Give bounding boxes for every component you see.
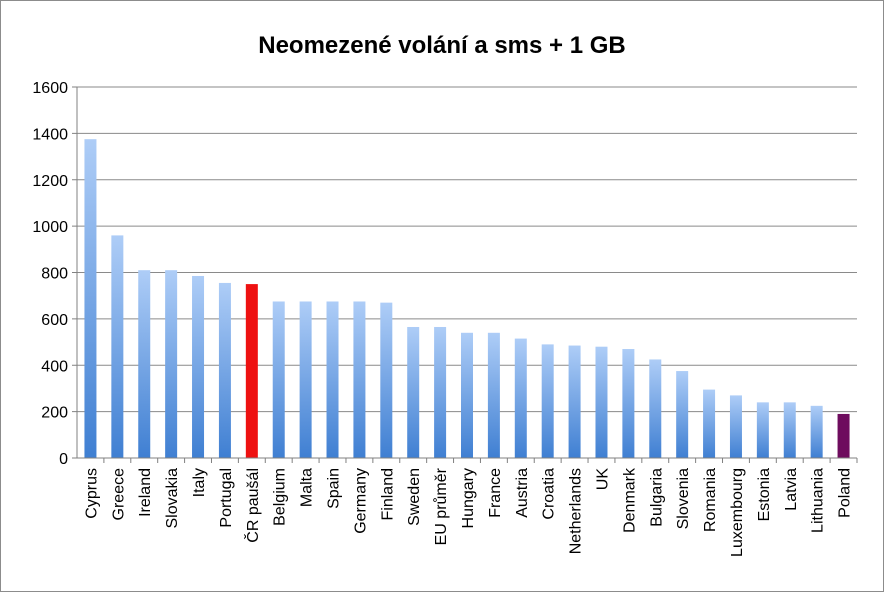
bar-italy: [192, 275, 205, 458]
y-tick-label: 0: [59, 451, 68, 468]
y-tick-label: 200: [41, 405, 68, 422]
y-tick-label: 1400: [32, 126, 68, 143]
x-axis-labels: Cyprus Greece Ireland Slovakia Italy Portugal…: [83, 458, 858, 557]
bar-latvia: [783, 402, 796, 458]
x-category-label: Spain: [326, 468, 343, 509]
bar-austria: [514, 338, 527, 458]
x-category-label: Greece: [110, 468, 127, 521]
x-category-label: Hungary: [460, 468, 477, 528]
x-category-label: Germany: [352, 468, 369, 534]
y-tick-label: 600: [41, 312, 68, 329]
x-category-label: Croatia: [541, 468, 558, 520]
bar-croatia: [541, 344, 554, 458]
bar-denmark: [622, 349, 635, 458]
x-category-label: Slovakia: [164, 468, 181, 529]
x-category-label: Romania: [702, 468, 719, 532]
x-category-label: Belgium: [272, 468, 289, 526]
chart-title: Neomezené volání a sms + 1 GB: [258, 32, 626, 59]
bar-estonia: [756, 402, 769, 458]
gridlines: [77, 86, 857, 413]
bar-ireland: [138, 270, 151, 458]
x-category-label: Lithuania: [810, 468, 827, 533]
bar-lithuania: [810, 405, 823, 458]
x-category-label: Slovenia: [675, 468, 692, 529]
x-category-label: Ireland: [137, 468, 154, 517]
bar-germany: [353, 301, 366, 458]
bar-portugal: [218, 282, 231, 458]
y-axis-ticks: 0 200 400 600 800 1000 1200 1400 1600: [32, 80, 77, 468]
x-category-label: Malta: [299, 468, 316, 507]
x-category-label: UK: [594, 468, 611, 491]
x-category-label: ČR paušál: [243, 468, 262, 543]
x-category-label: Austria: [514, 468, 531, 518]
bar-hungary: [461, 332, 473, 458]
bar-netherlands: [568, 345, 581, 458]
bar-poland: [837, 413, 850, 458]
x-category-label: Italy: [191, 468, 208, 497]
bar-uk: [595, 346, 608, 458]
x-category-label: Estonia: [756, 468, 773, 521]
bar-slovenia: [676, 371, 689, 458]
bar-romania: [703, 389, 716, 458]
x-category-label: Finland: [379, 468, 396, 520]
y-tick-label: 400: [41, 358, 68, 375]
y-tick-label: 1000: [32, 219, 68, 236]
x-category-label: Luxembourg: [729, 468, 746, 557]
y-tick-label: 1600: [32, 80, 68, 97]
y-tick-label: 1200: [32, 173, 68, 190]
bar-luxembourg: [729, 395, 742, 458]
bar-eu-pr-m-r: [434, 326, 447, 458]
x-category-label: Netherlands: [568, 468, 585, 554]
bar-slovakia: [165, 270, 178, 458]
bars: [84, 139, 850, 458]
bar--r-pau-l: [245, 284, 258, 458]
x-category-label: Cyprus: [83, 468, 100, 519]
x-category-label: Latvia: [783, 468, 800, 511]
y-tick-label: 800: [41, 266, 68, 283]
x-category-label: EU průměr: [432, 467, 450, 545]
bar-sweden: [407, 326, 420, 458]
x-category-label: France: [487, 468, 504, 518]
bar-belgium: [272, 301, 285, 458]
bar-greece: [111, 235, 124, 458]
bar-finland: [380, 302, 393, 458]
x-category-label: Poland: [837, 468, 854, 518]
bar-spain: [326, 301, 339, 458]
x-category-label: Denmark: [621, 467, 638, 533]
bar-france: [487, 332, 500, 458]
bar-cyprus: [84, 139, 97, 458]
x-category-label: Portugal: [218, 468, 235, 528]
bar-bulgaria: [649, 359, 662, 458]
x-category-label: Sweden: [406, 468, 423, 526]
bar-malta: [299, 301, 312, 458]
x-category-label: Bulgaria: [648, 468, 665, 527]
